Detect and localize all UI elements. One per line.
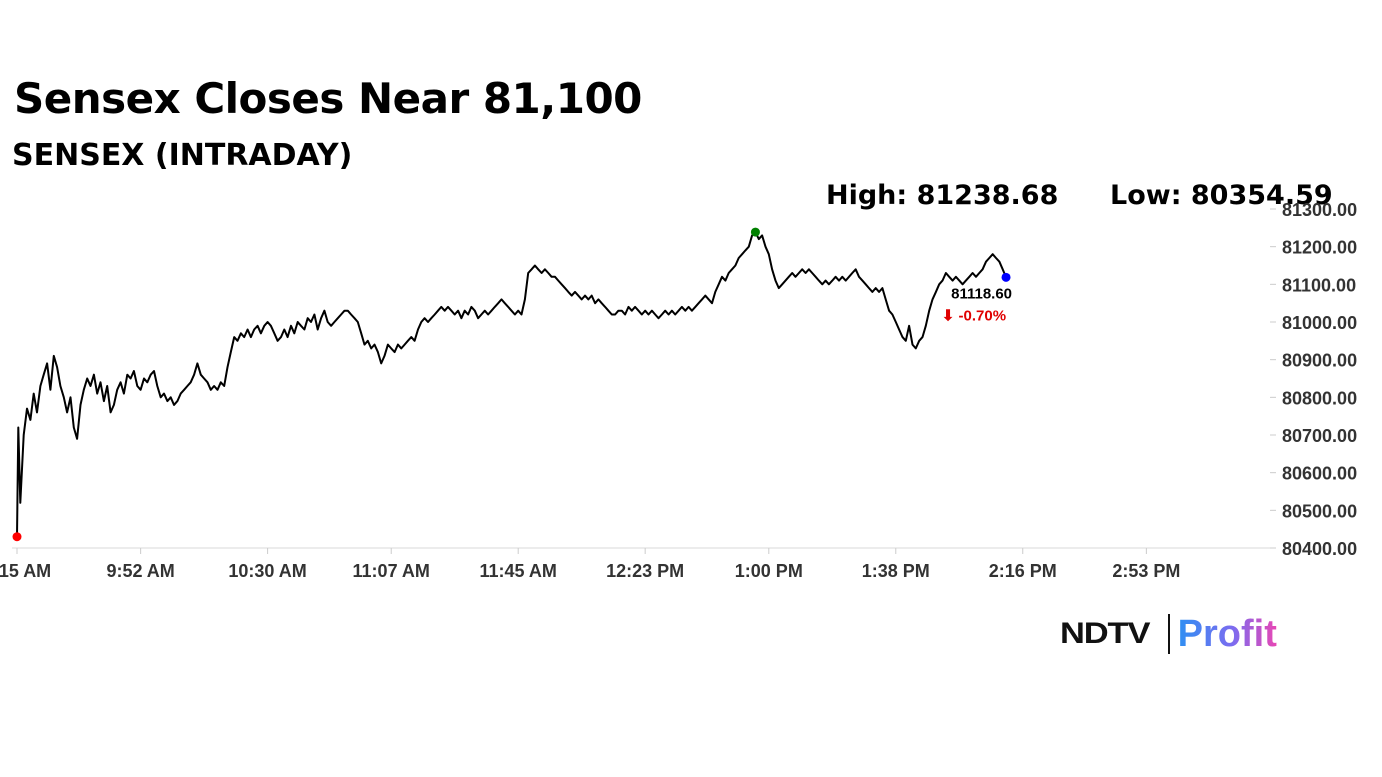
logo-divider xyxy=(1167,614,1170,654)
y-tick-label: 80900.00 xyxy=(1282,351,1357,371)
y-tick-label: 80700.00 xyxy=(1282,426,1357,446)
ndtv-profit-logo: NDTV Profit xyxy=(1060,612,1277,656)
y-tick-label: 80500.00 xyxy=(1282,501,1357,521)
x-tick-label: 1:38 PM xyxy=(862,561,930,581)
low-label: Low: 80354.59 xyxy=(1110,180,1333,211)
last-value-label: 81118.60 xyxy=(951,285,1012,302)
plot-area: 81118.60 ⬇ -0.70% xyxy=(12,227,1012,542)
x-tick-label: 1:00 PM xyxy=(735,561,803,581)
x-tick-label: 12:23 PM xyxy=(606,561,684,581)
x-tick-label: 2:53 PM xyxy=(1112,561,1180,581)
chart-title: Sensex Closes Near 81,100 xyxy=(14,74,642,123)
x-tick-label: 11:07 AM xyxy=(353,561,430,581)
y-tick-label: 81100.00 xyxy=(1282,275,1356,295)
y-tick-label: 81000.00 xyxy=(1282,313,1357,333)
y-tick-label: 81300.00 xyxy=(1282,200,1357,220)
chart-subtitle: SENSEX (INTRADAY) xyxy=(12,138,353,173)
y-tick-label: 80400.00 xyxy=(1282,539,1357,559)
x-tick-label: 10:30 AM xyxy=(228,561,306,581)
logo-product: Profit xyxy=(1177,612,1277,655)
low-marker xyxy=(12,532,22,542)
x-tick-label: 11:45 AM xyxy=(480,561,557,581)
x-axis: 9:15 AM 9:52 AM 10:30 AM 11:07 AM 11:45 AM 12… xyxy=(0,547,1270,581)
last-marker xyxy=(1001,272,1011,282)
x-tick-label: 9:15 AM xyxy=(0,561,51,581)
logo-brand: NDTV xyxy=(1060,617,1150,650)
y-axis: 81300.00 81200.00 81100.00 81000.00 80900.00… xyxy=(1270,200,1357,559)
high-marker xyxy=(750,227,760,237)
y-tick-label: 81200.00 xyxy=(1282,238,1357,258)
sensex-line xyxy=(16,231,1007,537)
x-tick-label: 9:52 AM xyxy=(106,561,174,581)
x-tick-label: 2:16 PM xyxy=(989,561,1057,581)
high-label: High: 81238.68 xyxy=(826,180,1059,211)
change-percent-label: ⬇ -0.70% xyxy=(942,307,1006,324)
y-tick-label: 80800.00 xyxy=(1282,388,1357,408)
y-tick-label: 80600.00 xyxy=(1282,464,1357,484)
